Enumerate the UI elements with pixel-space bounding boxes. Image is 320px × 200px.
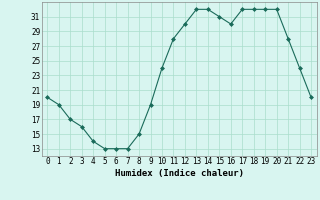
X-axis label: Humidex (Indice chaleur): Humidex (Indice chaleur) — [115, 169, 244, 178]
